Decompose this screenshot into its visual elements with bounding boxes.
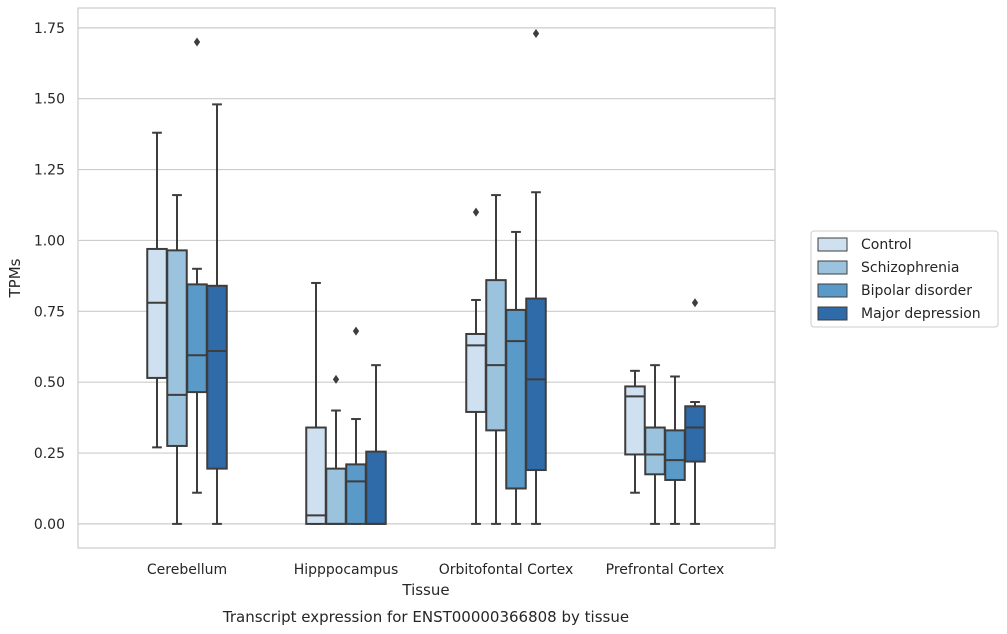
outlier-point	[332, 374, 340, 384]
box-plot-box	[664, 375, 686, 525]
legend-item: Bipolar disorder	[817, 283, 972, 299]
box-plot-box	[186, 37, 208, 494]
interquartile-box	[206, 284, 228, 470]
box-plot-box	[166, 194, 188, 525]
box-plot-box	[505, 230, 527, 525]
interquartile-box	[325, 467, 347, 525]
interquartile-box	[146, 247, 168, 379]
box-plot-boxes	[146, 29, 706, 525]
y-tick-label: 0.25	[34, 446, 65, 462]
y-tick-label: 0.00	[34, 517, 65, 533]
legend-item: Control	[817, 237, 912, 253]
y-tick-label: 1.50	[34, 92, 65, 108]
box-plot-box	[325, 374, 347, 525]
x-tick-label: Cerebellum	[147, 562, 227, 578]
interquartile-box	[166, 249, 188, 447]
box-plot-box	[345, 326, 367, 525]
interquartile-box	[664, 429, 686, 481]
interquartile-box	[644, 426, 666, 476]
chart-caption: Transcript expression for ENST0000036680…	[222, 608, 629, 626]
box-plot-box	[206, 103, 228, 525]
legend-items: Control Schizophrenia Bipolar disorder Majo…	[817, 237, 981, 322]
legend-label: Control	[861, 237, 912, 253]
x-axis-label: Tissue	[401, 581, 449, 599]
interquartile-box	[485, 279, 507, 432]
y-axis-label: TPMs	[6, 258, 24, 298]
legend: Control Schizophrenia Bipolar disorder Majo…	[810, 230, 999, 328]
box-plot-box	[624, 369, 646, 494]
y-tick-label: 1.00	[34, 233, 65, 249]
y-tick-label: 1.75	[34, 21, 65, 37]
box-plot-box	[305, 281, 327, 525]
legend-label: Schizophrenia	[861, 260, 959, 276]
box-plot-box	[684, 298, 706, 525]
outlier-point	[352, 326, 360, 336]
legend-frame	[810, 230, 999, 328]
box-plot-box	[644, 364, 666, 525]
box-plot-box	[465, 207, 487, 525]
x-tick-label: Orbitofontal Cortex	[439, 562, 574, 578]
box-plot-box	[485, 194, 507, 525]
interquartile-box	[684, 405, 706, 463]
interquartile-box	[624, 385, 646, 456]
interquartile-box	[186, 283, 208, 394]
x-tick-label: Prefrontal Cortex	[606, 562, 725, 578]
interquartile-box	[505, 308, 527, 490]
legend-label: Bipolar disorder	[861, 283, 972, 299]
outlier-point	[472, 207, 480, 217]
box-plot-box	[365, 364, 387, 525]
plot-area-frame	[77, 7, 776, 549]
interquartile-box	[365, 450, 387, 525]
legend-swatch	[817, 306, 848, 321]
outlier-point	[691, 298, 699, 308]
outlier-point	[532, 29, 540, 39]
y-tick-label: 0.75	[34, 304, 65, 320]
outlier-point	[193, 37, 201, 47]
legend-swatch	[817, 237, 848, 252]
interquartile-box	[305, 426, 327, 525]
y-tick-label: 0.50	[34, 375, 65, 391]
legend-swatch	[817, 283, 848, 298]
y-axis-ticks: 0.00 0.25 0.50 0.75 1.00 1.25 1.50 1.75	[34, 21, 65, 533]
legend-swatch	[817, 260, 848, 275]
box-plot-box	[146, 131, 168, 449]
box-plot-box	[525, 29, 547, 525]
legend-label: Major depression	[861, 306, 981, 322]
legend-item: Schizophrenia	[817, 260, 959, 276]
x-axis-ticks: Cerebellum Hipppocampus Orbitofontal Corte…	[147, 562, 724, 578]
legend-item: Major depression	[817, 306, 981, 322]
interquartile-box	[345, 463, 367, 525]
y-tick-label: 1.25	[34, 163, 65, 179]
interquartile-box	[525, 297, 547, 472]
x-tick-label: Hipppocampus	[294, 562, 399, 578]
